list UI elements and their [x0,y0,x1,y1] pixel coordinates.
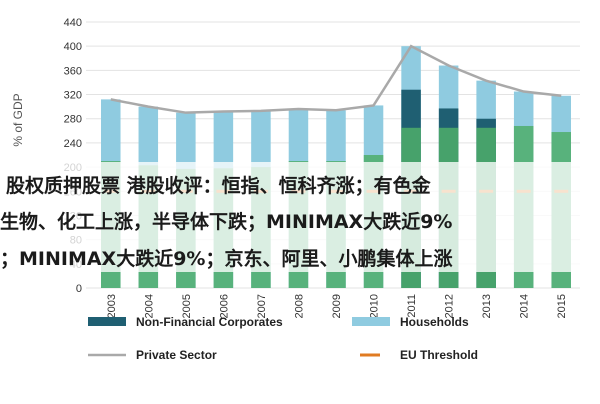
y-tick-label: 320 [64,90,82,102]
y-tick-label: 400 [64,41,82,53]
x-tick-label: 2013 [481,294,493,318]
x-tick-label: 2007 [256,294,268,318]
x-tick-label: 2012 [444,294,456,318]
x-tick-label: 2010 [369,294,381,318]
x-tick-label: 2011 [406,294,418,318]
headline-line-2[interactable]: 生物、化工上涨，半导体下跌；MINIMAX大跌近9% [0,211,453,233]
y-tick-label: 440 [64,17,82,29]
x-tick-labels: 2003 2004 2005 2006 2007 2008 2009 2010 2011 2012… [106,294,568,318]
legend-label-eu: EU Threshold [400,348,478,362]
headline-line-1[interactable]: 股权质押股票 港股收评：恒指、恒科齐涨；有色金 [6,175,431,197]
x-tick-label: 2005 [181,294,193,318]
x-tick-label: 2009 [331,294,343,318]
legend-label-ps: Private Sector [136,348,217,362]
y-tick-label: 280 [64,114,82,126]
x-tick-label: 2008 [293,294,305,318]
y-tick-label: 360 [64,65,82,77]
legend-label-hh: Households [400,315,469,329]
x-tick-label: 2015 [556,294,568,318]
y-tick-label: 240 [64,138,82,150]
line-private-sector [110,44,562,114]
legend-label-nfc: Non-Financial Corporates [136,315,283,329]
x-tick-label: 2006 [218,294,230,318]
legend-swatch-nfc [88,317,126,326]
legend-swatch-hh [352,317,390,326]
headline-band [0,162,600,272]
x-tick-label: 2014 [519,294,531,318]
y-axis-title: % of GDP [11,93,25,146]
headline-line-3[interactable]: ；MINIMAX大跌近9%；京东、阿里、小鹏集体上涨 [0,248,453,270]
y-tick-label: 0 [76,283,82,295]
legend: Non-Financial Corporates Households Priv… [88,315,478,362]
x-tick-label: 2003 [106,294,118,318]
x-tick-label: 2004 [143,294,155,318]
